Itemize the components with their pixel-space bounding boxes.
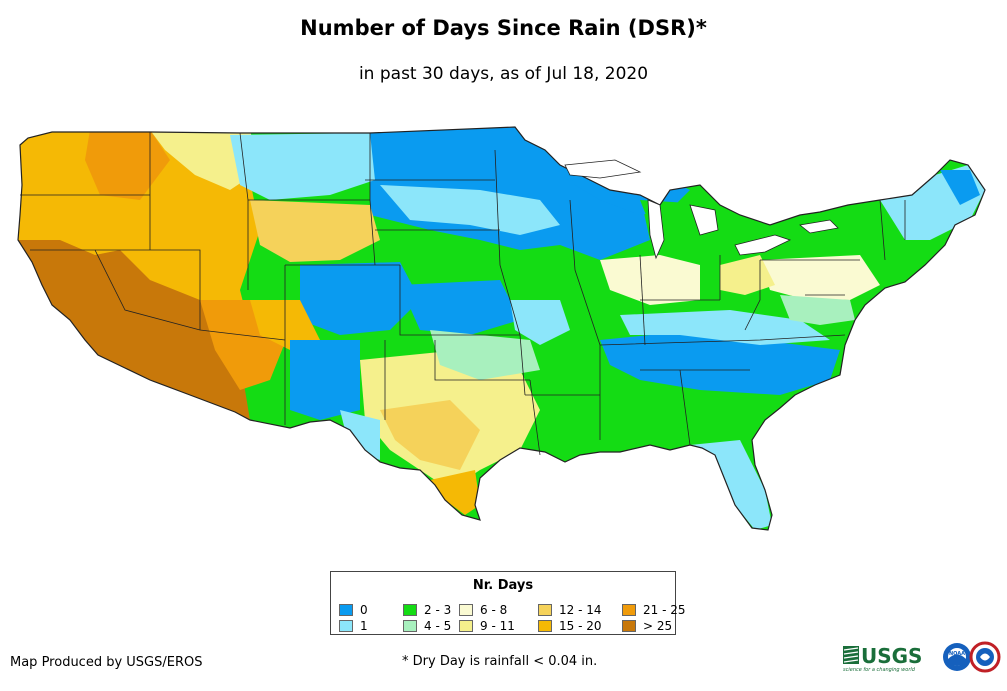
legend-label: 1 — [360, 619, 368, 633]
legend-label: 15 - 20 — [559, 619, 602, 633]
agency-logos: USGS science for a changing world NOAA — [843, 641, 1001, 673]
legend-title: Nr. Days — [472, 578, 534, 593]
legend-item: 21 - 25 — [622, 603, 686, 617]
legend-item: 0 — [339, 603, 368, 617]
legend-label: 4 - 5 — [424, 619, 452, 633]
map-title: Number of Days Since Rain (DSR)* — [300, 16, 707, 40]
legend-swatch — [339, 620, 353, 632]
dry-day-note: * Dry Day is rainfall < 0.04 in. — [402, 654, 598, 669]
legend-label: 6 - 8 — [480, 603, 508, 617]
great-lakes — [564, 159, 839, 260]
legend-label: 0 — [360, 603, 368, 617]
noaa-logo: NOAA — [943, 643, 971, 671]
legend-swatch — [459, 604, 473, 616]
legend-swatch — [403, 620, 417, 632]
legend-label: 2 - 3 — [424, 603, 452, 617]
legend-item: 2 - 3 — [403, 603, 451, 617]
us-outline — [17, 126, 986, 531]
svg-text:science for a changing world: science for a changing world — [843, 667, 916, 673]
legend-swatch — [622, 604, 636, 616]
legend-swatch — [622, 620, 636, 632]
legend-swatch — [339, 604, 353, 616]
legend-label: > 25 — [643, 619, 673, 633]
legend-item: 12 - 14 — [538, 603, 602, 617]
legend: Nr. Days 0 1 2 - 3 4 - 5 6 - 8 9 - 11 12 - 14 1… — [330, 571, 686, 635]
legend-label: 12 - 14 — [559, 603, 602, 617]
credit-text: Map Produced by USGS/EROS — [10, 655, 203, 670]
legend-swatch — [459, 620, 473, 632]
legend-item: 6 - 8 — [459, 603, 507, 617]
legend-swatch — [538, 620, 552, 632]
legend-item: 4 - 5 — [403, 619, 451, 633]
svg-text:NOAA: NOAA — [949, 651, 965, 657]
usgs-logo: USGS science for a changing world — [843, 644, 922, 673]
legend-swatch — [538, 604, 552, 616]
legend-item: 15 - 20 — [538, 619, 602, 633]
legend-swatch — [403, 604, 417, 616]
legend-item: 1 — [339, 619, 368, 633]
legend-item: 9 - 11 — [459, 619, 515, 633]
nws-logo — [969, 641, 1001, 673]
us-dsr-map — [17, 126, 986, 531]
svg-text:USGS: USGS — [861, 644, 922, 668]
state-boundaries — [20, 132, 906, 456]
legend-label: 9 - 11 — [480, 619, 515, 633]
legend-item: > 25 — [622, 619, 672, 633]
legend-label: 21 - 25 — [643, 603, 686, 617]
map-subtitle: in past 30 days, as of Jul 18, 2020 — [358, 64, 649, 84]
